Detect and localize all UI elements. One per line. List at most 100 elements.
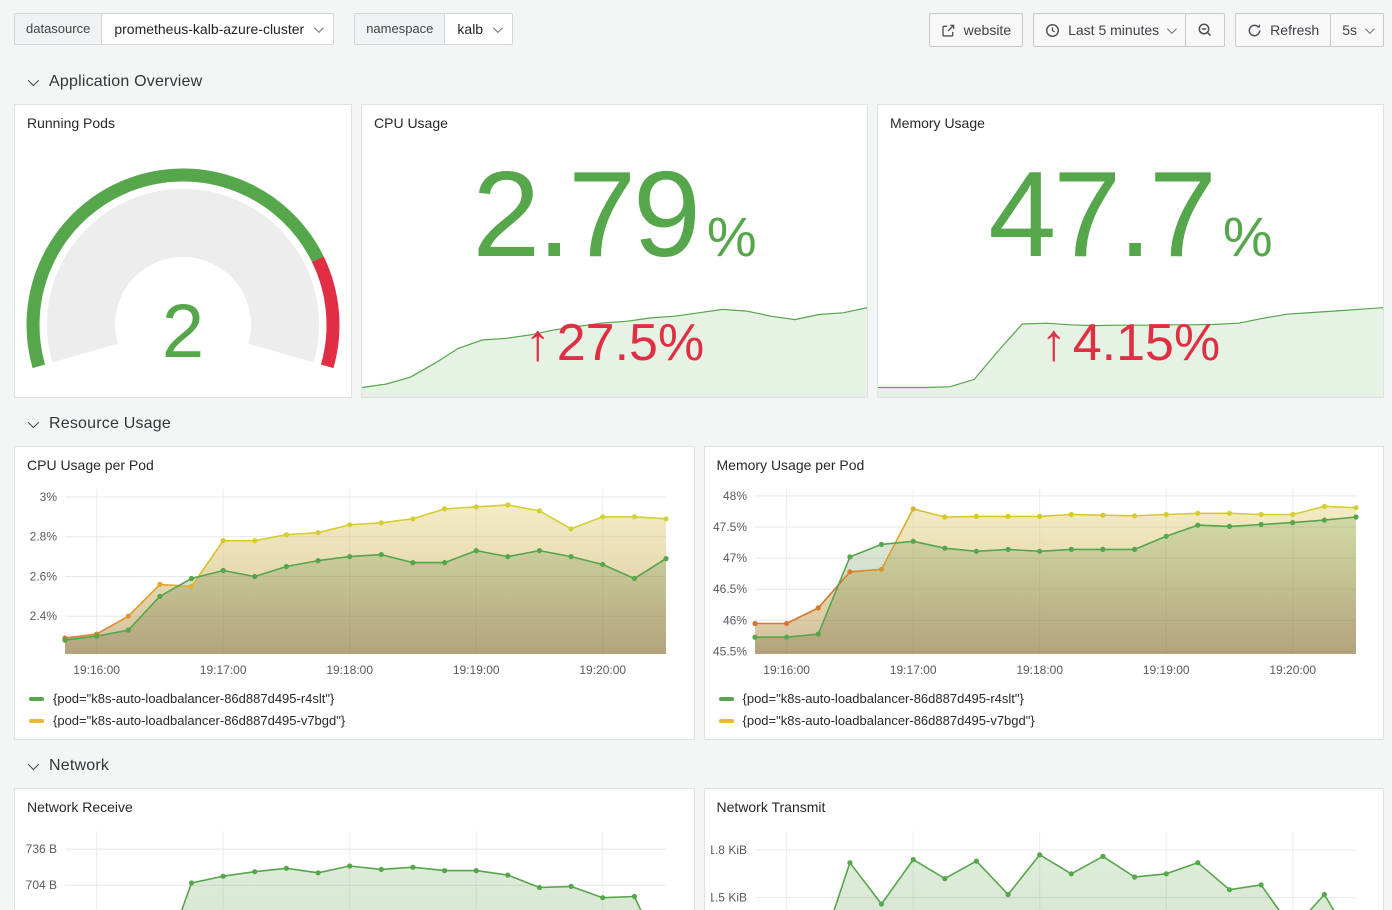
datasource-label: datasource [14, 13, 103, 45]
memory-usage-delta: ↑ 4.15% [1040, 314, 1221, 372]
series-swatch [718, 696, 734, 701]
panel-title[interactable]: Running Pods [27, 115, 115, 131]
trend-up-icon: ↑ [1040, 314, 1067, 372]
refresh-button[interactable]: Refresh [1235, 13, 1332, 47]
website-button[interactable]: website [928, 13, 1024, 47]
row-application-overview: Running Pods 2 CPU Usage 2.79% ↑ 27.5% Me… [0, 104, 1392, 398]
cpu-usage-delta: ↑ 27.5% [524, 314, 705, 372]
namespace-select[interactable]: kalb [444, 13, 514, 45]
series-swatch [29, 696, 44, 701]
toolbar: datasource prometheus-kalb-azure-cluster… [0, 0, 1392, 56]
running-pods-gauge: 2 [15, 105, 351, 397]
svg-text:46%: 46% [722, 613, 746, 627]
memory-per-pod-chart[interactable]: 19:16:00 19:17:00 19:18:00 19:19:00 19:20:00… [711, 479, 1376, 683]
svg-text:19:16:00: 19:16:00 [763, 663, 810, 677]
svg-text:3%: 3% [40, 490, 58, 504]
refresh-interval-select[interactable]: 5s [1330, 13, 1384, 47]
chevron-down-icon [27, 758, 40, 771]
trend-up-icon: ↑ [524, 314, 551, 372]
svg-text:47%: 47% [722, 551, 746, 565]
chevron-down-icon [1364, 23, 1375, 34]
external-link-icon [942, 24, 954, 37]
section-title: Network [49, 757, 110, 774]
svg-text:19:19:00: 19:19:00 [1142, 663, 1189, 677]
refresh-button-label: Refresh [1270, 22, 1320, 38]
cpu-usage-sparkline [362, 302, 867, 397]
svg-text:2.8%: 2.8% [30, 530, 58, 544]
svg-text:2.4%: 2.4% [30, 609, 58, 623]
website-button-label: website [963, 22, 1012, 38]
refresh-group: Refresh 5s [1235, 13, 1384, 47]
svg-text:11.8 KiB: 11.8 KiB [711, 843, 747, 857]
svg-text:19:17:00: 19:17:00 [889, 663, 936, 677]
datasource-select[interactable]: prometheus-kalb-azure-cluster [101, 13, 335, 45]
panel-title[interactable]: CPU Usage per Pod [27, 457, 154, 473]
panel-title[interactable]: Memory Usage per Pod [716, 457, 865, 473]
svg-text:704 B: 704 B [26, 878, 57, 892]
time-range-picker[interactable]: Last 5 minutes [1033, 13, 1187, 47]
datasource-value: prometheus-kalb-azure-cluster [114, 21, 305, 37]
legend-item[interactable]: {pod="k8s-auto-loadbalancer-86d887d495-r… [718, 691, 1370, 706]
panel-cpu-per-pod: CPU Usage per Pod 19:16:00 19:17:00 19:18:… [14, 446, 695, 740]
svg-text:19:16:00: 19:16:00 [73, 663, 120, 677]
row-resource-usage: CPU Usage per Pod 19:16:00 19:17:00 19:18:… [0, 446, 1392, 740]
panel-memory-usage: Memory Usage 47.7% ↑ 4.15% [877, 104, 1384, 398]
panel-running-pods: Running Pods 2 [14, 104, 352, 398]
chevron-down-icon [314, 22, 325, 33]
svg-text:45.5%: 45.5% [712, 645, 746, 659]
zoom-out-button[interactable] [1185, 13, 1226, 47]
svg-text:48%: 48% [722, 489, 746, 503]
svg-text:19:17:00: 19:17:00 [200, 663, 247, 677]
svg-text:19:19:00: 19:19:00 [453, 663, 500, 677]
svg-text:2: 2 [162, 289, 204, 374]
toolbar-actions: website Last 5 minutes Refresh [919, 13, 1384, 47]
section-header-application-overview[interactable]: Application Overview [0, 56, 1392, 104]
website-link-group: website [928, 13, 1024, 47]
svg-text:47.5%: 47.5% [712, 520, 746, 534]
chevron-down-icon [27, 74, 40, 87]
legend-item[interactable]: {pod="k8s-auto-loadbalancer-86d887d495-r… [29, 691, 680, 706]
section-header-network[interactable]: Network [0, 740, 1392, 788]
section-header-resource-usage[interactable]: Resource Usage [0, 398, 1392, 446]
svg-text:19:20:00: 19:20:00 [579, 663, 626, 677]
zoom-out-icon [1198, 23, 1212, 37]
time-picker-group: Last 5 minutes [1033, 13, 1226, 47]
section-title: Resource Usage [49, 415, 171, 432]
panel-title[interactable]: Network Transmit [716, 799, 826, 815]
svg-text:736 B: 736 B [26, 842, 57, 856]
panel-title[interactable]: Memory Usage [890, 115, 985, 131]
cpu-per-pod-chart[interactable]: 19:16:00 19:17:00 19:18:00 19:19:00 19:20:00… [21, 479, 686, 683]
section-title: Application Overview [49, 73, 203, 90]
legend-item[interactable]: {pod="k8s-auto-loadbalancer-86d887d495-v… [718, 713, 1370, 728]
series-swatch [29, 718, 44, 723]
legend-item[interactable]: {pod="k8s-auto-loadbalancer-86d887d495-v… [29, 713, 680, 728]
variable-namespace: namespace kalb [354, 13, 514, 45]
refresh-icon [1248, 23, 1261, 36]
panel-cpu-usage: CPU Usage 2.79% ↑ 27.5% [361, 104, 868, 398]
panel-title[interactable]: CPU Usage [374, 115, 448, 131]
chevron-down-icon [493, 22, 503, 33]
svg-text:19:18:00: 19:18:00 [1016, 663, 1063, 677]
clock-icon [1046, 23, 1060, 37]
chart-legend: {pod="k8s-auto-loadbalancer-86d887d495-r… [705, 683, 1384, 728]
svg-text:19:18:00: 19:18:00 [326, 663, 373, 677]
svg-text:2.6%: 2.6% [30, 569, 58, 583]
chevron-down-icon [27, 416, 40, 429]
cpu-usage-value: 2.79% [472, 146, 757, 282]
refresh-interval-value: 5s [1342, 22, 1357, 38]
panel-network-transmit: Network Transmit 11.8 KiB11.5 KiB11.2 Ki… [703, 788, 1384, 910]
memory-usage-sparkline [878, 302, 1383, 397]
chevron-down-icon [1167, 23, 1178, 34]
namespace-label: namespace [354, 13, 446, 45]
network-transmit-chart[interactable]: 11.8 KiB11.5 KiB11.2 KiB10.9 KiB [704, 821, 1376, 910]
template-variables: datasource prometheus-kalb-azure-cluster… [14, 13, 533, 45]
svg-text:46.5%: 46.5% [712, 582, 746, 596]
chart-legend: {pod="k8s-auto-loadbalancer-86d887d495-r… [15, 683, 694, 728]
svg-text:11.5 KiB: 11.5 KiB [711, 891, 747, 905]
panel-title[interactable]: Network Receive [27, 799, 133, 815]
series-swatch [718, 718, 734, 723]
